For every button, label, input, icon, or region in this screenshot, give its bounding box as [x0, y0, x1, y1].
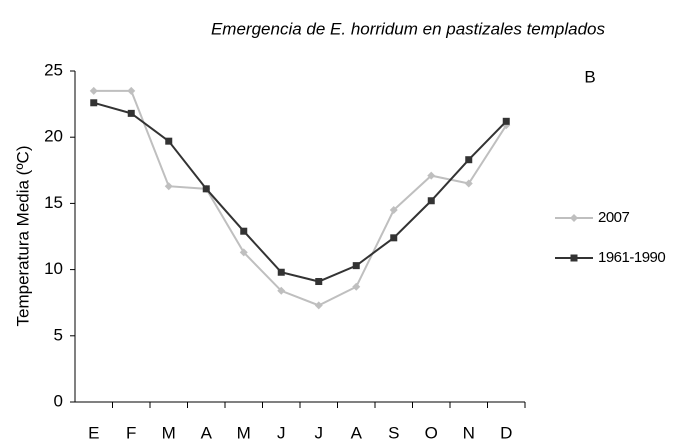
point	[314, 301, 323, 310]
point	[389, 206, 398, 215]
point	[465, 156, 473, 164]
x-tick-label: A	[351, 423, 363, 442]
y-tick-label: 5	[54, 325, 63, 344]
x-tick-label: D	[500, 423, 512, 442]
point	[464, 179, 473, 188]
point	[165, 137, 173, 145]
point	[127, 109, 135, 117]
y-tick-label: 15	[44, 193, 63, 212]
y-axis-label: Temperatura Media (ºC)	[13, 146, 32, 327]
x-tick-label: J	[277, 423, 286, 442]
point	[502, 117, 510, 125]
x-tick-label: M	[162, 423, 176, 442]
x-tick-label: J	[315, 423, 324, 442]
point	[90, 99, 98, 107]
x-tick-label: S	[388, 423, 399, 442]
legend-label: 1961-1990	[598, 249, 665, 266]
series-line	[93, 101, 507, 283]
chart-title: Emergencia de E. horridum en pastizales …	[211, 19, 606, 38]
point	[89, 86, 98, 95]
point	[164, 182, 173, 191]
point	[427, 197, 435, 205]
legend-marker	[570, 254, 578, 262]
point	[427, 171, 436, 180]
point	[352, 282, 361, 291]
point	[127, 86, 136, 95]
point	[202, 185, 210, 193]
y-tick-label: 20	[44, 127, 63, 146]
x-tick-label: M	[237, 423, 251, 442]
legend-label: 2007	[598, 209, 630, 226]
point	[277, 286, 286, 295]
x-tick-label: F	[126, 423, 136, 442]
point	[352, 262, 360, 270]
x-tick-label: A	[201, 423, 213, 442]
x-tick-label: E	[88, 423, 99, 442]
legend-marker	[570, 214, 578, 222]
annotation: B	[584, 67, 595, 86]
series-line	[93, 89, 508, 307]
point	[240, 227, 248, 235]
x-tick-label: O	[425, 423, 438, 442]
y-tick-label: 0	[54, 391, 63, 410]
y-tick-label: 25	[44, 60, 63, 79]
point	[277, 268, 285, 276]
x-tick-label: N	[463, 423, 475, 442]
point	[390, 234, 398, 242]
point	[315, 278, 323, 286]
y-tick-label: 10	[44, 259, 63, 278]
point	[239, 248, 248, 257]
